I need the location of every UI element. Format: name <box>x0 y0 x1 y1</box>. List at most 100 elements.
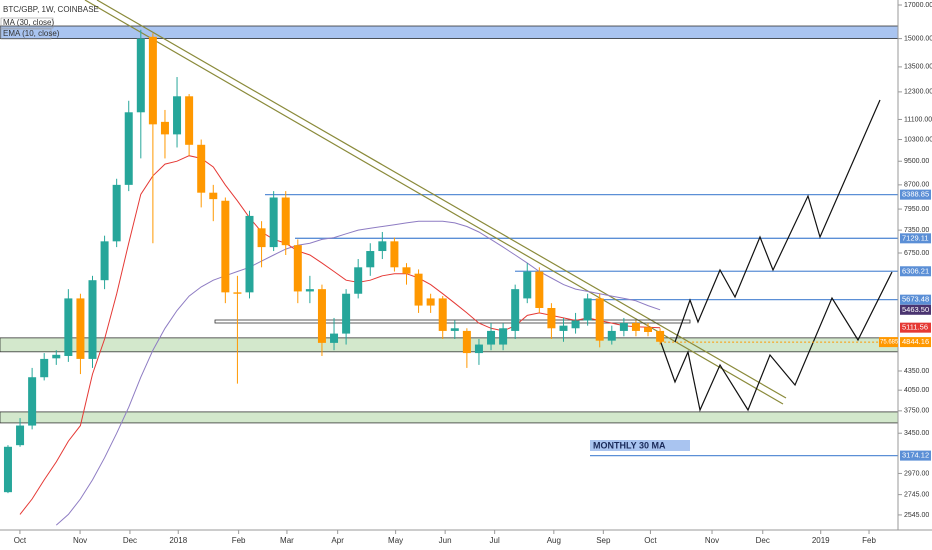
candle-body <box>559 325 568 331</box>
x-tick-label: Feb <box>862 536 876 545</box>
annotation-box <box>590 440 690 451</box>
candle-body <box>64 298 73 356</box>
countdown: 75.685 <box>880 340 899 346</box>
price-label-bg <box>900 304 931 315</box>
candle-body <box>148 36 157 125</box>
price-label-bg <box>900 266 931 277</box>
price-label: 5673.48 <box>902 295 929 304</box>
trendline <box>96 0 787 399</box>
legend-box <box>0 17 54 29</box>
price-axis <box>898 0 932 530</box>
price-label-bg <box>900 294 931 305</box>
candle-body <box>583 298 592 321</box>
candle-body <box>16 425 25 446</box>
candle-body <box>28 377 37 426</box>
zones <box>0 25 899 424</box>
candles <box>3 29 665 494</box>
zone <box>0 411 899 424</box>
x-tick-label: Dec <box>756 536 770 545</box>
candle-body <box>499 328 508 345</box>
candle-body <box>3 446 12 493</box>
candle-body <box>511 289 520 331</box>
candle-body <box>342 293 351 334</box>
countdown-bg <box>879 337 898 348</box>
candle-body <box>523 271 532 299</box>
candle-body <box>631 323 640 331</box>
candle-body <box>112 184 121 242</box>
legend-entry: MA (30, close) <box>3 18 54 27</box>
candle-body <box>571 320 580 329</box>
candle-body <box>305 289 314 292</box>
x-tick-label: Aug <box>547 536 561 545</box>
y-tick-label: 12300.00 <box>904 89 932 96</box>
candle-body <box>547 307 556 329</box>
y-tick-label: 15000.00 <box>904 35 932 42</box>
candle-body <box>52 354 61 359</box>
candle-body <box>124 112 133 185</box>
candle-body <box>390 241 399 268</box>
y-tick-label: 13500.00 <box>904 64 932 71</box>
candle-body <box>414 273 423 306</box>
x-tick-label: Oct <box>14 536 27 545</box>
chart-title: BTC/GBP, 1W, COINBASE <box>3 5 99 14</box>
x-tick-label: Nov <box>73 536 87 545</box>
y-tick-label: 7350.00 <box>904 227 929 234</box>
x-tick-label: Dec <box>123 536 137 545</box>
y-tick-label: 2745.00 <box>904 491 929 498</box>
price-label: 7129.11 <box>902 233 929 242</box>
candle-body <box>40 358 49 378</box>
y-tick-label: 17000.00 <box>904 2 932 9</box>
candle-body <box>88 280 97 359</box>
candle-body <box>257 228 266 248</box>
projection <box>674 99 881 343</box>
x-tick-label: 2019 <box>812 536 830 545</box>
levels <box>265 193 898 457</box>
candle-body <box>233 292 242 294</box>
price-label: 5111.56 <box>902 323 928 332</box>
candle-body <box>450 328 459 331</box>
candle-body <box>173 96 182 135</box>
y-tick-label: 4050.00 <box>904 387 929 394</box>
candle-body <box>535 271 544 308</box>
x-tick-label: Jun <box>439 536 452 545</box>
candle-body <box>76 298 85 359</box>
price-label-bg <box>900 322 931 333</box>
x-tick-label: Feb <box>232 536 246 545</box>
x-tick-label: Sep <box>596 536 611 545</box>
x-tick-label: Apr <box>331 536 344 545</box>
trendline <box>84 0 784 405</box>
price-label: 3174.12 <box>902 451 929 460</box>
price-label-bg <box>900 189 931 200</box>
price-label-bg <box>900 337 931 348</box>
y-tick-label: 11100.00 <box>904 116 932 123</box>
candle-body <box>378 241 387 252</box>
candle-body <box>474 344 483 354</box>
candle-body <box>607 330 616 341</box>
candle-body <box>402 267 411 274</box>
axis: 17000.00 15000.00 13500.00 12300.00 11100.00… <box>14 2 932 545</box>
y-tick-label: 2545.00 <box>904 512 929 519</box>
candle-body <box>656 330 665 342</box>
zone <box>0 25 899 39</box>
y-tick-label: 6750.00 <box>904 250 929 257</box>
candle-body <box>100 241 109 281</box>
y-tick-label: 3750.00 <box>904 408 929 415</box>
candle-body <box>438 298 447 331</box>
y-tick-label: 3450.00 <box>904 430 929 437</box>
candle-body <box>354 267 363 294</box>
candle-body <box>185 96 194 145</box>
channel <box>214 319 691 324</box>
candle-body <box>330 333 339 343</box>
legend-box <box>0 28 52 40</box>
candle-body <box>487 330 496 345</box>
x-tick-label: Jul <box>490 536 500 545</box>
candle-body <box>317 289 326 343</box>
candle-body <box>209 192 218 200</box>
price-label: 6306.21 <box>902 266 929 275</box>
zone <box>0 337 899 353</box>
candle-body <box>619 323 628 331</box>
x-tick-label: Mar <box>280 536 294 545</box>
y-tick-label: 2970.00 <box>904 470 929 477</box>
indicator-line <box>55 220 661 526</box>
header: BTC/GBP, 1W, COINBASE MA (30, close) EMA… <box>0 5 99 40</box>
